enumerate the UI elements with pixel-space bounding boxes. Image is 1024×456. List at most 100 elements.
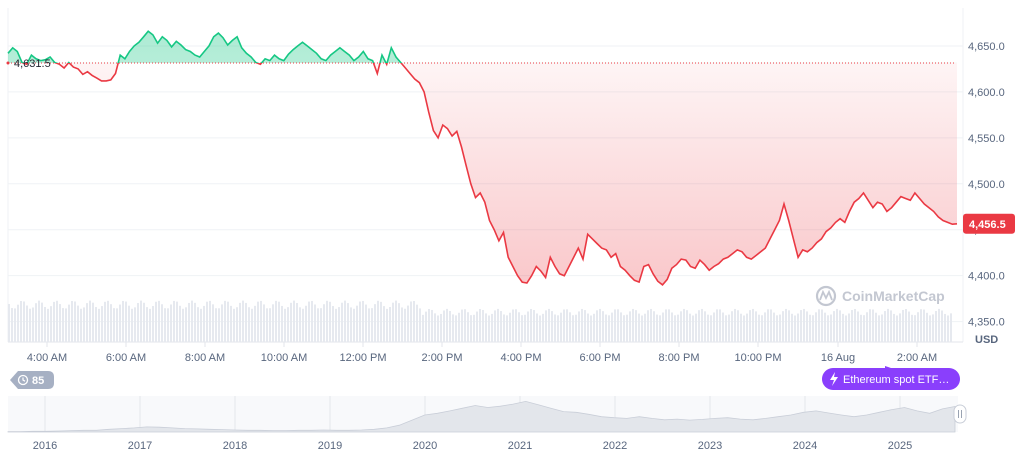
volume-bar: [392, 302, 394, 342]
volume-bar: [167, 308, 169, 342]
volume-bar: [572, 315, 574, 342]
volume-bar: [29, 308, 31, 342]
volume-bar: [599, 308, 601, 342]
volume-bar: [557, 315, 559, 342]
volume-bar: [473, 314, 475, 342]
x-tick-label: 8:00 AM: [185, 352, 225, 364]
volume-bar: [308, 301, 310, 342]
volume-bar: [263, 304, 265, 342]
volume-bar: [353, 308, 355, 342]
volume-bar: [266, 308, 268, 342]
volume-bar: [701, 308, 703, 342]
volume-bar: [38, 300, 40, 342]
volume-bar: [815, 312, 817, 342]
volume-bar: [68, 304, 70, 342]
volume-bar: [596, 310, 598, 342]
volume-bar: [521, 315, 523, 342]
navigator-year-label: 2016: [33, 440, 57, 452]
volume-bar: [131, 308, 133, 342]
volume-bar: [674, 315, 676, 342]
volume-bar: [14, 308, 16, 342]
volume-bar: [215, 308, 217, 342]
volume-bar: [809, 314, 811, 342]
volume-bar: [362, 300, 364, 342]
volume-bar: [566, 309, 568, 342]
volume-bar: [206, 301, 208, 342]
price-line: [7, 30, 958, 287]
volume-bar: [542, 313, 544, 342]
volume-bar: [644, 313, 646, 342]
volume-bar: [926, 312, 928, 342]
volume-bar: [584, 310, 586, 342]
volume-bar: [470, 315, 472, 342]
volume-bar: [458, 312, 460, 342]
volume-bar: [464, 309, 466, 342]
volume-bar: [242, 300, 244, 342]
volume-bar: [71, 300, 73, 342]
volume-bar: [98, 308, 100, 342]
volume-bar: [404, 308, 406, 342]
volume-bar: [227, 301, 229, 342]
volume-bar: [614, 309, 616, 342]
current-price-badge: 4,456.5: [963, 213, 1015, 234]
volume-bar: [533, 310, 535, 342]
volume-bar: [530, 308, 532, 342]
volume-bar: [350, 307, 352, 342]
volume-bar: [896, 315, 898, 342]
volume-bar: [737, 310, 739, 342]
volume-bar: [899, 313, 901, 342]
volume-bar: [947, 315, 949, 342]
volume-bar: [554, 314, 556, 342]
y-tick-label: 4,550.0: [968, 133, 1005, 145]
watermark: CoinMarketCap: [815, 285, 945, 307]
volume-bar: [257, 301, 259, 342]
volume-bar: [875, 312, 877, 342]
volume-bar: [143, 302, 145, 342]
volume-bars: [8, 300, 952, 342]
volume-bar: [35, 303, 37, 342]
volume-bar: [917, 312, 919, 342]
x-tick-label: 10:00 AM: [261, 352, 307, 364]
volume-bar: [425, 311, 427, 342]
volume-bar: [275, 300, 277, 342]
volume-bar: [413, 300, 415, 342]
news-event-tag[interactable]: Ethereum spot ETF…: [822, 366, 960, 390]
volume-bar: [773, 312, 775, 342]
navigator-year-label: 2021: [508, 440, 532, 452]
volume-bar: [461, 309, 463, 342]
events-count-button[interactable]: 85: [10, 371, 54, 389]
volume-bar: [752, 308, 754, 342]
volume-bar: [866, 312, 868, 342]
baseline-label: 4,631.5: [6, 58, 51, 70]
volume-bar: [761, 315, 763, 342]
volume-bar: [668, 309, 670, 342]
volume-bar: [935, 310, 937, 342]
volume-bar: [134, 307, 136, 342]
range-navigator[interactable]: 2016 2017 2018 2019 2020 2021 2022 2023 2024 2025: [7, 396, 967, 452]
volume-bar: [323, 304, 325, 342]
y-tick-label: 4,650.0: [968, 41, 1005, 53]
volume-bar: [416, 304, 418, 342]
x-tick-label: 16 Aug: [821, 352, 855, 364]
volume-bar: [764, 312, 766, 342]
navigator-year-label: 2019: [318, 440, 342, 452]
volume-bar: [707, 314, 709, 342]
volume-bar: [356, 305, 358, 342]
current-price: 4,456.5: [969, 219, 1006, 231]
navigator-handle[interactable]: [953, 404, 967, 424]
price-area: [8, 31, 957, 285]
volume-bar: [914, 315, 916, 342]
volume-bar: [830, 314, 832, 342]
volume-bar: [794, 315, 796, 342]
volume-bar: [371, 308, 373, 342]
volume-bar: [887, 308, 889, 342]
volume-bar: [890, 310, 892, 342]
volume-bar: [164, 308, 166, 342]
volume-bar: [485, 313, 487, 342]
navigator-area: [7, 400, 956, 433]
volume-bar: [818, 309, 820, 342]
volume-bar: [548, 308, 550, 342]
volume-bar: [878, 315, 880, 342]
lightning-icon: [830, 372, 838, 386]
